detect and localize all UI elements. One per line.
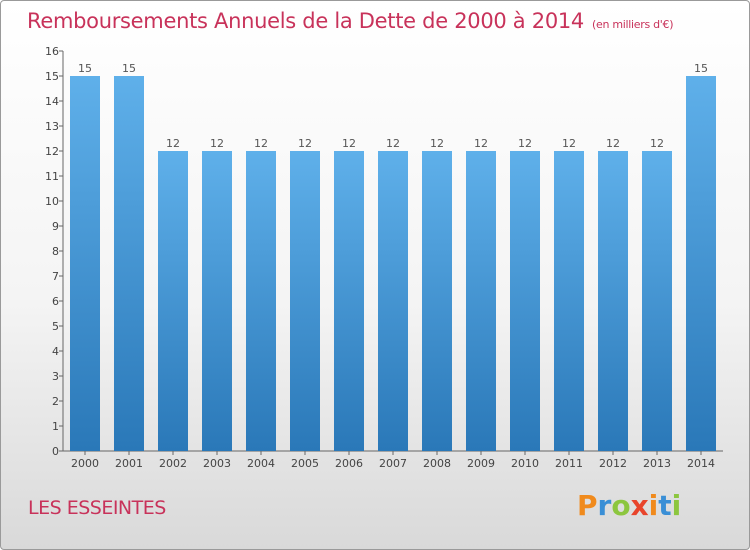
logo-letter: t [658,489,672,522]
bar-2005 [290,151,320,451]
value-label-2004: 12 [254,137,268,150]
bar-2000 [70,76,100,451]
bar-2002 [158,151,188,451]
y-tick-label: 12 [45,145,59,158]
logo-letter: P [577,489,598,522]
bars: 15 15 12 12 12 12 12 12 12 12 12 12 12 12 15 [70,62,716,451]
x-tick-label-2008: 2008 [423,457,451,470]
x-axis-ticks: 2000 2001 2002 2003 2004 2005 2006 2007 2008 2009… [71,451,715,470]
bar-2014 [686,76,716,451]
value-label-2001: 15 [122,62,136,75]
bar-2008 [422,151,452,451]
bar-2001 [114,76,144,451]
x-tick-label-2013: 2013 [643,457,671,470]
y-tick-label: 7 [52,270,59,283]
x-tick-label-2000: 2000 [71,457,99,470]
value-label-2005: 12 [298,137,312,150]
x-tick-label-2009: 2009 [467,457,495,470]
proxiti-logo: Proxiti [577,489,681,522]
y-tick-label: 16 [45,45,59,58]
location-name: LES ESSEINTES [28,497,166,519]
value-label-2007: 12 [386,137,400,150]
y-tick-label: 0 [52,445,59,458]
value-label-2003: 12 [210,137,224,150]
x-tick-label-2005: 2005 [291,457,319,470]
logo-letter: r [597,489,612,522]
y-tick-label: 11 [45,170,59,183]
x-tick-label-2011: 2011 [555,457,583,470]
logo-letter: i [648,489,659,522]
logo-letter: i [671,489,682,522]
x-tick-label-2014: 2014 [687,457,715,470]
y-tick-label: 14 [45,95,59,108]
x-tick-label-2006: 2006 [335,457,363,470]
bar-2009 [466,151,496,451]
value-label-2012: 12 [606,137,620,150]
logo-letter: x [630,489,649,522]
y-tick-label: 6 [52,295,59,308]
y-tick-label: 9 [52,220,59,233]
x-tick-label-2010: 2010 [511,457,539,470]
chart-unit: (en milliers d'€) [592,18,674,31]
bar-2007 [378,151,408,451]
value-label-2008: 12 [430,137,444,150]
y-tick-label: 13 [45,120,59,133]
chart-title-text: Remboursements Annuels de la Dette de 20… [27,9,584,33]
value-label-2009: 12 [474,137,488,150]
x-tick-label-2012: 2012 [599,457,627,470]
x-tick-label-2004: 2004 [247,457,275,470]
bar-2003 [202,151,232,451]
x-tick-label-2002: 2002 [159,457,187,470]
bar-2011 [554,151,584,451]
value-label-2011: 12 [562,137,576,150]
value-label-2010: 12 [518,137,532,150]
y-tick-label: 1 [52,420,59,433]
y-tick-label: 5 [52,320,59,333]
bar-2012 [598,151,628,451]
y-tick-label: 10 [45,195,59,208]
y-tick-label: 4 [52,345,59,358]
bar-2004 [246,151,276,451]
bar-2010 [510,151,540,451]
y-tick-label: 3 [52,370,59,383]
y-tick-label: 8 [52,245,59,258]
bar-2013 [642,151,672,451]
x-tick-label-2007: 2007 [379,457,407,470]
value-label-2013: 12 [650,137,664,150]
y-tick-label: 15 [45,70,59,83]
bar-2006 [334,151,364,451]
y-tick-label: 2 [52,395,59,408]
value-label-2006: 12 [342,137,356,150]
x-tick-label-2003: 2003 [203,457,231,470]
value-label-2000: 15 [78,62,92,75]
x-tick-label-2001: 2001 [115,457,143,470]
value-label-2002: 12 [166,137,180,150]
value-label-2014: 15 [694,62,708,75]
logo-letter: o [611,489,631,522]
chart-title: Remboursements Annuels de la Dette de 20… [27,9,673,33]
